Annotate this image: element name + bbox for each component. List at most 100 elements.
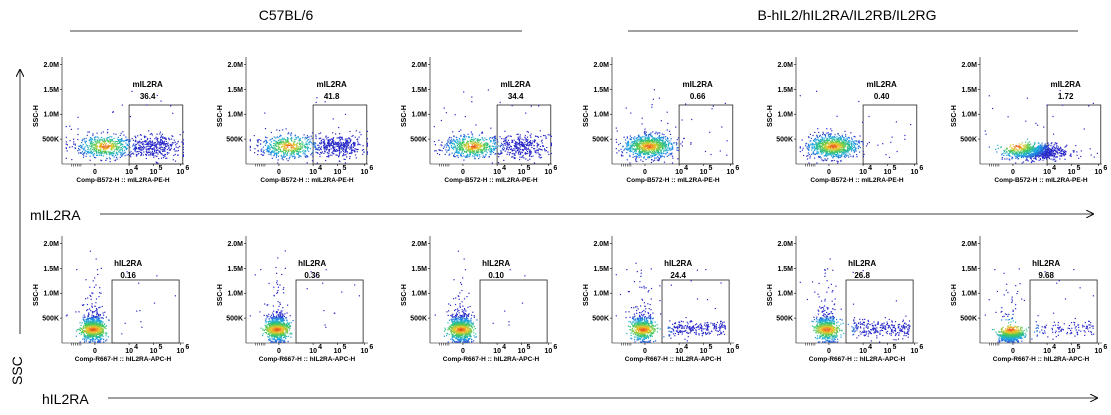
event-dot [160, 136, 162, 138]
event-dot [69, 146, 71, 148]
event-dot [294, 139, 296, 141]
event-dot [483, 147, 485, 149]
event-dot [97, 152, 100, 154]
event-dot [344, 143, 346, 145]
event-dot [652, 138, 654, 140]
event-dot [655, 148, 657, 150]
event-dot [257, 139, 259, 141]
event-dot [484, 150, 486, 152]
event-dot [306, 144, 308, 146]
event-dot [540, 149, 542, 151]
event-dot [833, 135, 835, 138]
event-dot [635, 143, 637, 145]
event-dot [630, 145, 632, 148]
event-dot [658, 158, 660, 160]
event-dot [629, 135, 631, 137]
event-dot [313, 143, 315, 145]
event-dot [148, 141, 150, 143]
event-dot [140, 134, 142, 136]
event-dot [93, 149, 96, 151]
event-dot [630, 112, 632, 114]
event-dot [137, 148, 140, 150]
event-dot [346, 146, 348, 148]
event-dot [1003, 154, 1005, 157]
event-dot [643, 150, 645, 152]
event-dot [145, 146, 147, 148]
event-dot [270, 154, 272, 156]
event-dot [163, 142, 165, 144]
event-dot [326, 145, 328, 147]
event-dot [506, 147, 508, 149]
event-dot [516, 133, 518, 136]
event-dot [316, 148, 318, 151]
event-dot [94, 139, 96, 141]
event-dot [464, 135, 466, 137]
event-dot [829, 153, 831, 155]
event-dot [661, 136, 664, 138]
event-dot [145, 143, 148, 145]
event-dot [647, 152, 649, 155]
event-dot [463, 150, 465, 152]
y-tick-label: 1.5M [961, 87, 977, 94]
event-dot [286, 153, 288, 155]
event-dot [281, 146, 283, 148]
event-dot [154, 155, 156, 157]
event-dot [626, 143, 628, 145]
event-dot [129, 146, 131, 148]
event-dot [629, 147, 631, 149]
event-dot [332, 138, 334, 140]
event-dot [671, 143, 673, 145]
event-dot [664, 147, 666, 149]
event-dot [136, 148, 138, 150]
event-dot [513, 145, 515, 147]
event-dot [106, 140, 109, 142]
event-dot [176, 143, 178, 145]
event-dot [1038, 145, 1040, 147]
event-dot [825, 149, 828, 151]
event-dot [475, 146, 478, 149]
event-dot [149, 137, 151, 140]
event-dot [529, 142, 532, 144]
event-dot [298, 148, 300, 150]
event-dot [453, 146, 455, 148]
event-dot [645, 145, 647, 147]
event-dot [811, 146, 813, 148]
event-dot [503, 138, 505, 140]
event-dot [659, 145, 661, 147]
event-dot [647, 154, 649, 156]
event-dot [448, 136, 451, 138]
event-dot [835, 151, 837, 154]
event-dot [273, 153, 276, 155]
event-dot [449, 153, 451, 155]
event-dot [284, 144, 286, 146]
event-dot [832, 141, 835, 143]
event-dot [264, 128, 267, 130]
event-dot [665, 139, 667, 141]
event-dot [456, 155, 458, 157]
event-dot [467, 133, 469, 135]
event-dot [473, 141, 475, 143]
event-dot [638, 149, 640, 152]
event-dot [339, 152, 341, 154]
event-dot [81, 145, 83, 147]
event-dot [851, 144, 853, 146]
event-dot [816, 149, 818, 151]
event-dot [841, 135, 844, 138]
event-dot [845, 143, 847, 145]
event-dot [852, 141, 855, 143]
event-dot [636, 148, 638, 150]
event-dot [348, 141, 350, 144]
event-dot [711, 108, 713, 110]
event-dot [808, 147, 810, 149]
event-dot [276, 149, 278, 151]
event-dot [119, 147, 121, 149]
event-dot [489, 153, 491, 155]
event-dot [662, 143, 664, 145]
event-dot [494, 145, 496, 148]
event-dot [1000, 146, 1002, 149]
event-dot [472, 142, 474, 144]
event-dot [627, 147, 629, 150]
event-dot [517, 153, 520, 155]
event-dot [619, 142, 621, 145]
event-dot [844, 150, 846, 152]
